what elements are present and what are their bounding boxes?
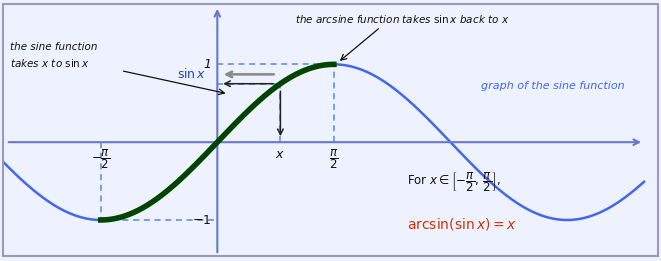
Text: $\arcsin(\sin x)=x$: $\arcsin(\sin x)=x$ [407, 216, 517, 232]
Text: $-1$: $-1$ [192, 213, 212, 227]
Text: $x$: $x$ [276, 148, 286, 161]
Text: the sine function
takes $x$ to $\sin x$: the sine function takes $x$ to $\sin x$ [9, 41, 97, 68]
Text: graph of the sine function: graph of the sine function [481, 81, 625, 91]
Text: For $x\in\left[-\dfrac{\pi}{2},\,\dfrac{\pi}{2}\right]$,: For $x\in\left[-\dfrac{\pi}{2},\,\dfrac{… [407, 171, 500, 194]
Text: 1: 1 [204, 58, 212, 71]
Text: $\sin x$: $\sin x$ [176, 67, 206, 81]
Text: $-\dfrac{\pi}{2}$: $-\dfrac{\pi}{2}$ [91, 148, 110, 171]
Text: the arcsine function takes $\sin x$ back to $x$: the arcsine function takes $\sin x$ back… [295, 13, 510, 25]
Text: $\dfrac{\pi}{2}$: $\dfrac{\pi}{2}$ [329, 148, 338, 171]
